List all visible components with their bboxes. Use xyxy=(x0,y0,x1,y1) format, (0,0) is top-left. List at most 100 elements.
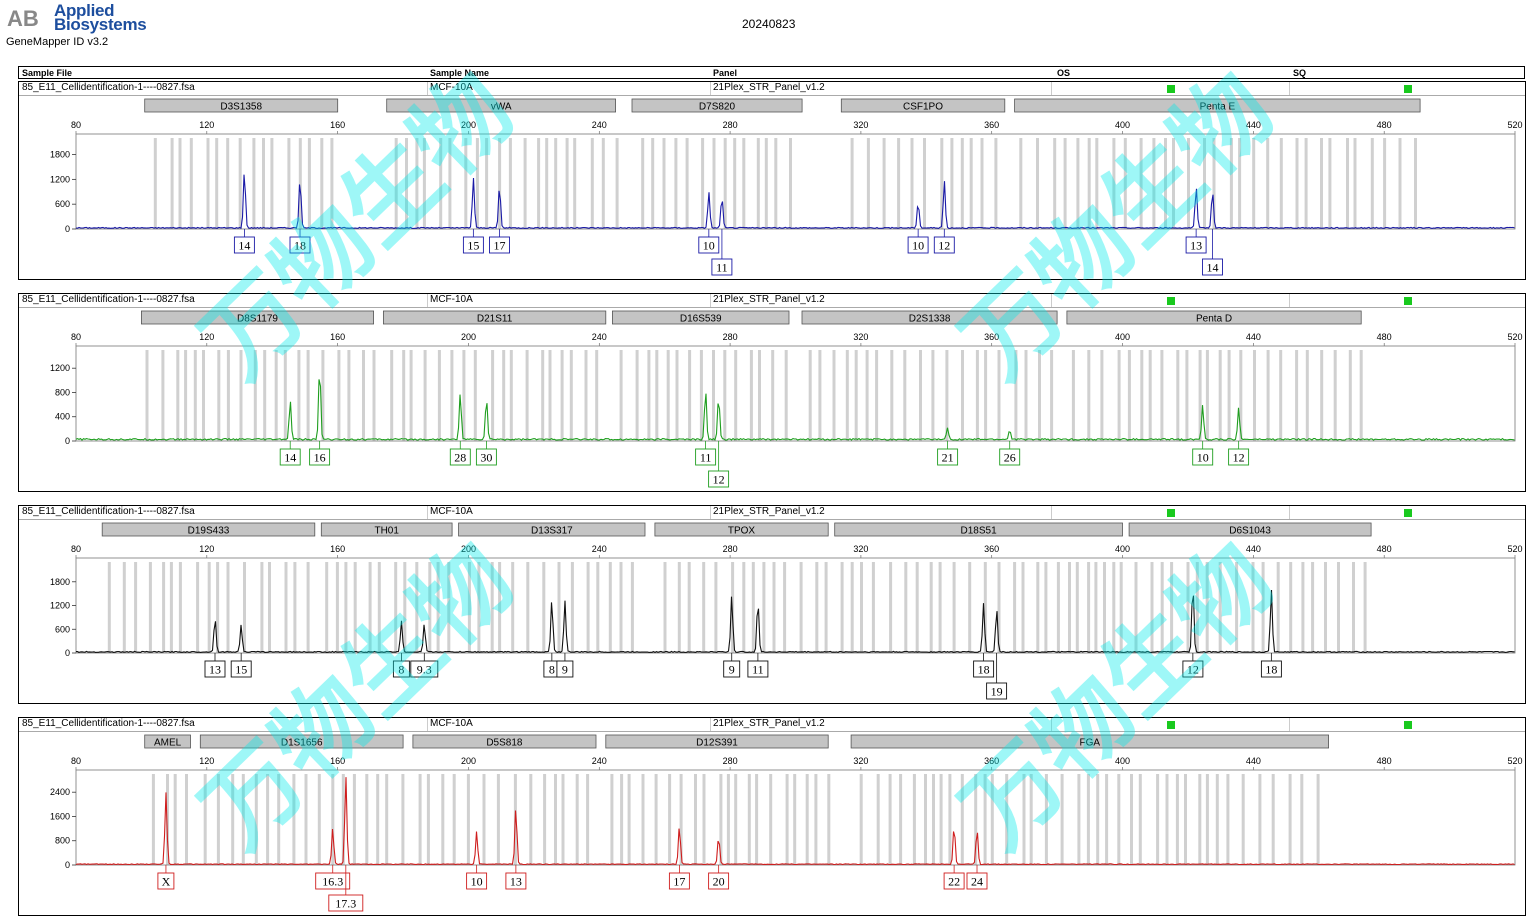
marker-bar-box[interactable] xyxy=(801,310,1058,325)
allele-label-box[interactable] xyxy=(747,660,769,678)
allele-label-box[interactable] xyxy=(1202,258,1223,276)
allele-label-box[interactable] xyxy=(708,470,730,488)
allele-label-box[interactable] xyxy=(698,236,720,254)
marker-bar-box[interactable] xyxy=(382,310,607,325)
allele-call[interactable]: 16.3 xyxy=(315,865,351,890)
allele-call[interactable]: 11 xyxy=(711,229,733,276)
allele-call[interactable]: 21 xyxy=(937,441,959,466)
allele-label-box[interactable] xyxy=(933,236,955,254)
allele-call[interactable]: 20 xyxy=(708,865,730,890)
allele-call[interactable]: 15 xyxy=(462,229,484,254)
allele-call[interactable]: 22 xyxy=(943,865,965,890)
allele-label-box[interactable] xyxy=(309,448,331,466)
allele-call[interactable]: 15 xyxy=(230,653,252,678)
allele-label-box[interactable] xyxy=(157,872,175,890)
marker-locus-bar[interactable]: TH01 xyxy=(320,522,453,537)
marker-locus-bar[interactable]: D8S1179 xyxy=(141,310,374,325)
allele-call[interactable]: 13 xyxy=(505,865,527,890)
allele-call[interactable]: 9 xyxy=(556,653,574,678)
marker-bar-box[interactable] xyxy=(840,98,1006,113)
marker-locus-bar[interactable]: D6S1043 xyxy=(1128,522,1372,537)
allele-call[interactable]: 13 xyxy=(1185,229,1207,254)
marker-bar-box[interactable] xyxy=(605,734,829,749)
allele-call[interactable]: 8 xyxy=(392,653,410,678)
marker-bar-box[interactable] xyxy=(412,734,597,749)
allele-label-box[interactable] xyxy=(907,236,929,254)
marker-bar-box[interactable] xyxy=(1128,522,1372,537)
allele-label-box[interactable] xyxy=(943,872,965,890)
marker-bar-box[interactable] xyxy=(144,734,191,749)
allele-label-box[interactable] xyxy=(230,660,252,678)
allele-label-box[interactable] xyxy=(556,660,574,678)
allele-label-box[interactable] xyxy=(708,872,730,890)
allele-call[interactable]: 18 xyxy=(1260,653,1282,678)
allele-label-box[interactable] xyxy=(462,236,484,254)
marker-locus-bar[interactable]: D7S820 xyxy=(631,98,803,113)
allele-label-box[interactable] xyxy=(1228,448,1250,466)
marker-locus-bar[interactable]: D13S317 xyxy=(458,522,646,537)
allele-call[interactable]: 14 xyxy=(233,229,255,254)
allele-call[interactable]: 12 xyxy=(933,229,955,254)
allele-label-box[interactable] xyxy=(937,448,959,466)
marker-locus-bar[interactable]: CSF1PO xyxy=(840,98,1006,113)
allele-label-box[interactable] xyxy=(289,236,311,254)
marker-bar-box[interactable] xyxy=(199,734,404,749)
marker-bar-box[interactable] xyxy=(834,522,1123,537)
marker-locus-bar[interactable]: Penta E xyxy=(1014,98,1421,113)
allele-label-box[interactable] xyxy=(233,236,255,254)
allele-label-box[interactable] xyxy=(668,872,690,890)
allele-call[interactable]: 10 xyxy=(466,865,488,890)
allele-call[interactable]: 19 xyxy=(986,653,1008,700)
allele-label-box[interactable] xyxy=(489,236,510,254)
allele-label-box[interactable] xyxy=(410,660,439,678)
marker-bar-box[interactable] xyxy=(612,310,790,325)
marker-bar-box[interactable] xyxy=(320,522,453,537)
marker-locus-bar[interactable]: D5S818 xyxy=(412,734,597,749)
marker-locus-bar[interactable]: D2S1338 xyxy=(801,310,1058,325)
allele-label-box[interactable] xyxy=(973,660,995,678)
marker-bar-box[interactable] xyxy=(144,98,339,113)
marker-locus-bar[interactable]: vWA xyxy=(386,98,617,113)
marker-bar-box[interactable] xyxy=(654,522,829,537)
marker-bar-box[interactable] xyxy=(850,734,1329,749)
allele-call[interactable]: 12 xyxy=(708,441,730,488)
allele-call[interactable]: 16 xyxy=(309,441,331,466)
allele-label-box[interactable] xyxy=(1260,660,1282,678)
allele-label-box[interactable] xyxy=(315,872,351,890)
allele-call[interactable]: 28 xyxy=(449,441,471,466)
allele-call[interactable]: 24 xyxy=(966,865,988,890)
allele-call[interactable]: 17.3 xyxy=(328,865,364,912)
allele-call[interactable]: 10 xyxy=(1192,441,1214,466)
allele-label-box[interactable] xyxy=(279,448,301,466)
allele-call[interactable]: 11 xyxy=(695,441,717,466)
allele-call[interactable]: 9 xyxy=(723,653,741,678)
allele-call[interactable]: 10 xyxy=(907,229,929,254)
allele-label-box[interactable] xyxy=(392,660,410,678)
allele-call[interactable]: 13 xyxy=(204,653,226,678)
allele-call[interactable]: 14 xyxy=(1202,229,1223,276)
allele-call[interactable]: 9.3 xyxy=(410,653,439,678)
allele-label-box[interactable] xyxy=(1185,236,1207,254)
allele-label-box[interactable] xyxy=(1192,448,1214,466)
allele-call[interactable]: 17 xyxy=(489,229,510,254)
allele-call[interactable]: 17 xyxy=(668,865,690,890)
allele-label-box[interactable] xyxy=(723,660,741,678)
marker-bar-box[interactable] xyxy=(1014,98,1421,113)
allele-call[interactable]: 30 xyxy=(475,441,497,466)
allele-label-box[interactable] xyxy=(466,872,488,890)
allele-label-box[interactable] xyxy=(449,448,471,466)
marker-bar-box[interactable] xyxy=(1066,310,1362,325)
allele-call[interactable]: 26 xyxy=(999,441,1021,466)
marker-bar-box[interactable] xyxy=(101,522,316,537)
allele-label-box[interactable] xyxy=(475,448,497,466)
marker-locus-bar[interactable]: D19S433 xyxy=(101,522,316,537)
allele-call[interactable]: 12 xyxy=(1182,653,1204,678)
allele-call[interactable]: X xyxy=(157,865,175,890)
allele-call[interactable]: 10 xyxy=(698,229,720,254)
marker-locus-bar[interactable]: D3S1358 xyxy=(144,98,339,113)
allele-call[interactable]: 14 xyxy=(279,441,301,466)
allele-label-box[interactable] xyxy=(505,872,527,890)
allele-call[interactable]: 18 xyxy=(289,229,311,254)
marker-locus-bar[interactable]: FGA xyxy=(850,734,1329,749)
marker-bar-box[interactable] xyxy=(386,98,617,113)
